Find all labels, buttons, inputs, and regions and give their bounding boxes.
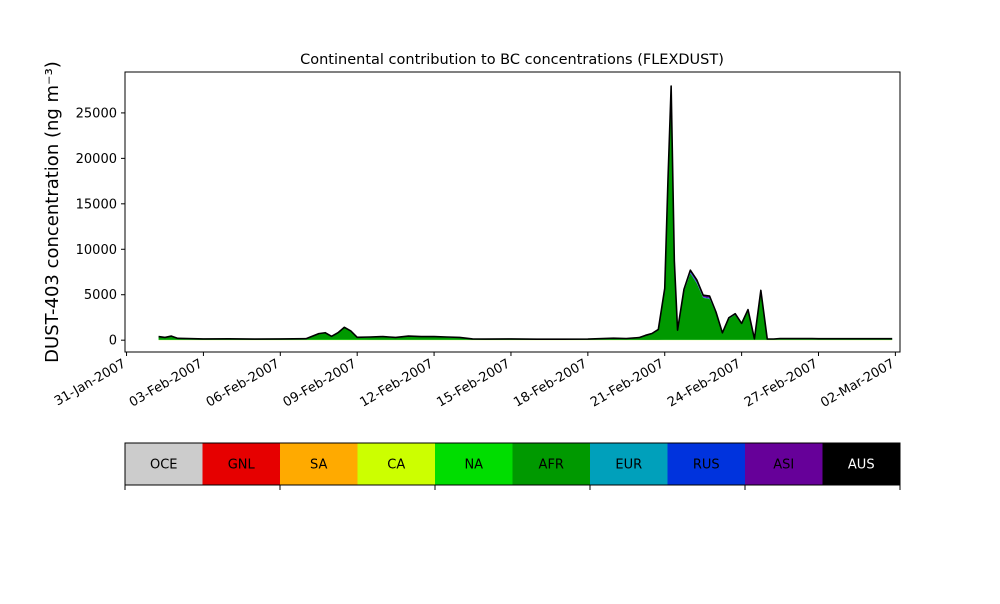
area-series-asi (159, 86, 893, 339)
y-tick-label: 15000 (76, 197, 117, 212)
y-tick-label: 5000 (84, 288, 117, 303)
legend-label-sa: SA (310, 458, 327, 473)
chart-title: Continental contribution to BC concentra… (300, 52, 724, 68)
y-tick-label: 0 (109, 334, 117, 349)
legend-label-asi: ASI (773, 458, 794, 473)
plot-area (159, 86, 893, 340)
x-tick-label: 31-Jan-2007 (52, 356, 129, 409)
x-tick-label: 12-Feb-2007 (358, 356, 437, 410)
x-tick-label: 21-Feb-2007 (588, 356, 667, 410)
area-series-aus (159, 86, 893, 339)
legend: OCE GNL SA CA NA AFR EUR RUS ASI AUS (125, 443, 900, 490)
area-series-afr (159, 90, 893, 340)
stacked-areas (159, 86, 893, 340)
legend-label-aus: AUS (848, 458, 875, 473)
legend-label-rus: RUS (693, 458, 720, 473)
legend-label-oce: OCE (150, 458, 178, 473)
x-tick-label: 15-Feb-2007 (434, 356, 513, 410)
legend-label-gnl: GNL (228, 458, 256, 473)
legend-label-afr: AFR (539, 458, 564, 473)
x-tick-label: 18-Feb-2007 (511, 356, 590, 410)
x-tick-label: 02-Mar-2007 (818, 356, 897, 410)
total-outline (159, 86, 893, 339)
legend-label-na: NA (464, 458, 483, 473)
plot-frame (125, 72, 900, 352)
y-tick-label: 10000 (76, 243, 117, 258)
y-tick-label: 25000 (76, 106, 117, 121)
area-series-eur (159, 89, 893, 339)
x-tick-label: 03-Feb-2007 (127, 356, 206, 410)
legend-label-ca: CA (387, 458, 405, 473)
y-axis-label: DUST-403 concentration (ng m⁻³) (42, 61, 63, 363)
axes: 0 5000 10000 15000 20000 25000 31-Jan-200703-F… (52, 72, 900, 411)
legend-label-eur: EUR (615, 458, 642, 473)
y-tick-label: 20000 (76, 152, 117, 167)
x-tick-label: 09-Feb-2007 (281, 356, 360, 410)
area-series-rus (159, 88, 893, 340)
x-tick-label: 06-Feb-2007 (204, 356, 283, 410)
x-tick-label: 27-Feb-2007 (742, 356, 821, 410)
x-tick-label: 24-Feb-2007 (665, 356, 744, 410)
